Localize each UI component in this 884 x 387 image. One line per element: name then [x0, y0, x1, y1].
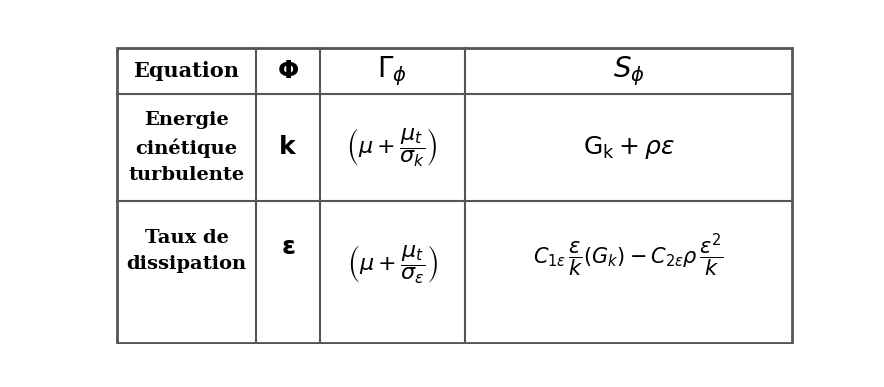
- Text: Energie
cinétique
turbulente: Energie cinétique turbulente: [128, 111, 245, 184]
- Text: $\mathrm{G_k} + \rho\varepsilon$: $\mathrm{G_k} + \rho\varepsilon$: [583, 134, 674, 161]
- Text: $\left(\mu + \dfrac{\mu_t}{\sigma_k}\right)$: $\left(\mu + \dfrac{\mu_t}{\sigma_k}\rig…: [347, 126, 438, 169]
- Text: $\left(\mu + \dfrac{\mu_t}{\sigma_{\varepsilon}}\right)$: $\left(\mu + \dfrac{\mu_t}{\sigma_{\vare…: [347, 244, 438, 286]
- Text: $\boldsymbol{\varepsilon}$: $\boldsymbol{\varepsilon}$: [280, 235, 295, 259]
- Text: $C_{1\varepsilon}\,\dfrac{\varepsilon}{k}(G_k) - C_{2\varepsilon}\rho\,\dfrac{\v: $C_{1\varepsilon}\,\dfrac{\varepsilon}{k…: [533, 231, 724, 279]
- Text: $S_{\phi}$: $S_{\phi}$: [613, 54, 644, 87]
- Text: Equation: Equation: [133, 61, 240, 81]
- Text: $\Gamma_{\phi}$: $\Gamma_{\phi}$: [377, 54, 408, 87]
- Text: $\mathbf{k}$: $\mathbf{k}$: [278, 135, 297, 159]
- Text: $\mathbf{\Phi}$: $\mathbf{\Phi}$: [277, 59, 299, 83]
- Text: Taux de
dissipation: Taux de dissipation: [126, 229, 247, 273]
